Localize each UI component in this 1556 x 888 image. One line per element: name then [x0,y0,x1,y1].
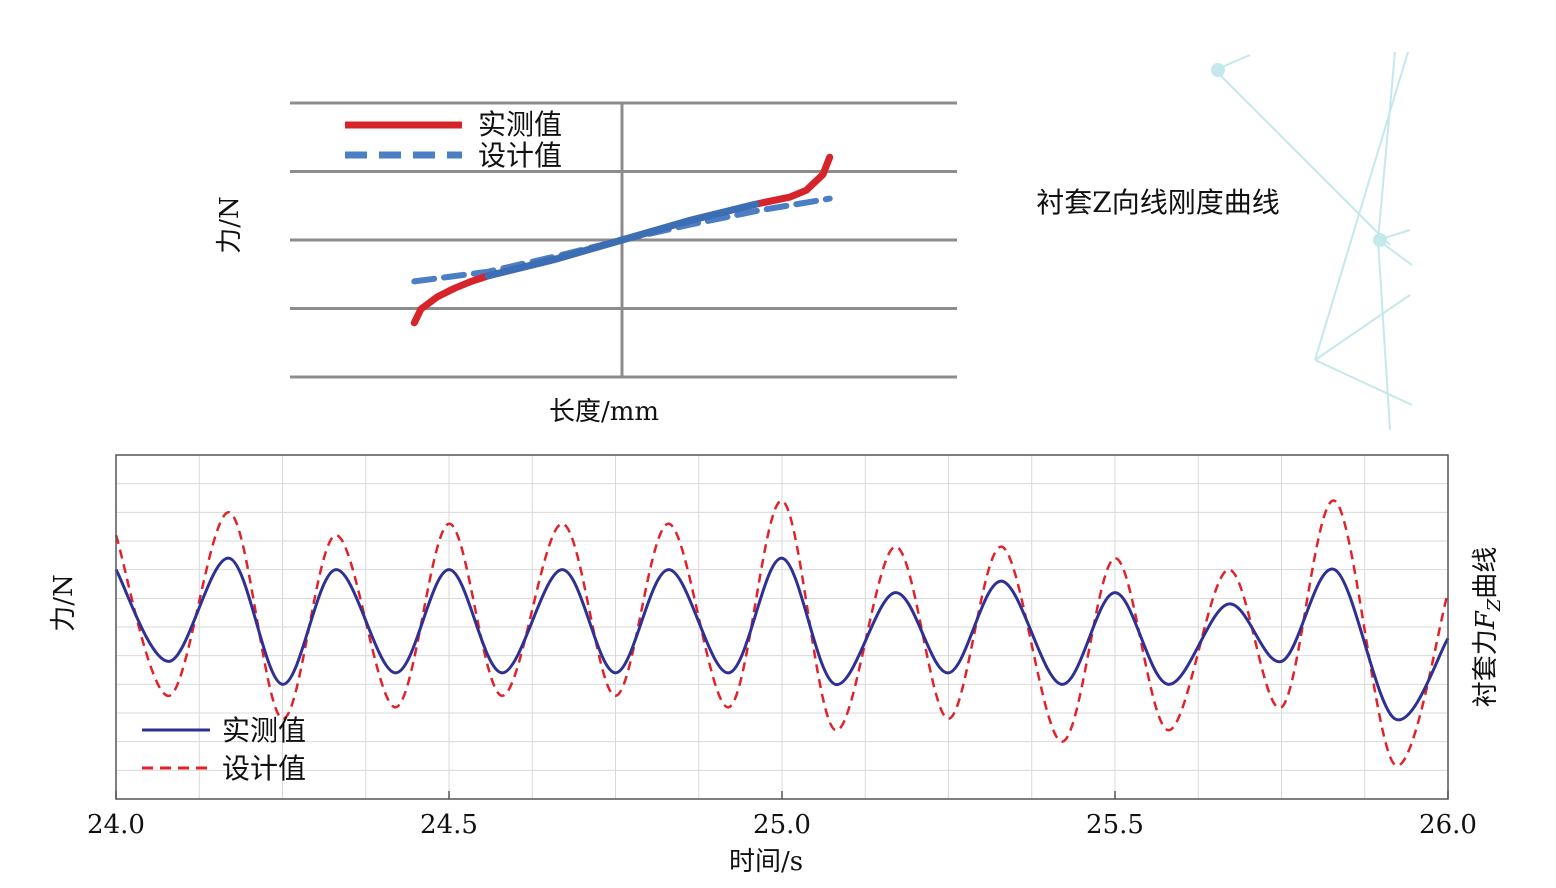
force-time-chart: 24.0 24.5 25.0 25.5 26.0 时间/s 力/N 衬套力FZ曲线 实测… [49,454,1505,877]
force-time-chart-ylabel: 力/N [49,574,79,632]
legend-measured-label: 实测值 [222,714,306,747]
force-time-chart-xticks: 24.0 24.5 25.0 25.5 26.0 [87,791,1477,840]
x-tick-label: 26.0 [1419,810,1477,840]
stiffness-chart-ylabel: 力/N [215,196,245,254]
force-time-chart-legend: 实测值 设计值 [142,714,306,785]
force-time-chart-title: 衬套力FZ曲线 [1471,547,1505,708]
legend-measured-label: 实测值 [478,108,562,141]
force-time-chart-grid [116,455,1448,799]
legend-design-label: 设计值 [222,752,306,785]
x-tick-label: 24.0 [87,810,145,840]
design-series-line [114,499,1450,767]
force-time-title-sub: Z [1484,598,1505,612]
stiffness-chart-grid [290,101,957,379]
force-time-chart-xlabel: 时间/s [729,847,803,877]
x-tick-label: 25.5 [1086,810,1144,840]
stiffness-chart-title: 衬套Z向线刚度曲线 [1036,186,1279,219]
force-time-chart-series [114,499,1450,767]
measured-series-line [114,556,1450,722]
force-time-title-tail: 曲线 [1471,547,1501,599]
legend-design-label: 设计值 [478,139,562,172]
force-time-title-var: F [1471,610,1501,630]
x-tick-label: 25.0 [753,810,811,840]
x-tick-label: 24.5 [420,810,478,840]
stiffness-chart-xlabel: 长度/mm [549,397,659,427]
force-time-title-main: 衬套力 [1471,629,1501,707]
stiffness-chart-legend: 实测值 设计值 [345,108,562,172]
stiffness-chart: 力/N 长度/mm 衬套Z向线刚度曲线 实测值 设计值 [215,101,1280,427]
overlap-segment [484,200,760,280]
watermark-decoration [1211,51,1413,431]
stiffness-chart-series [410,153,834,327]
